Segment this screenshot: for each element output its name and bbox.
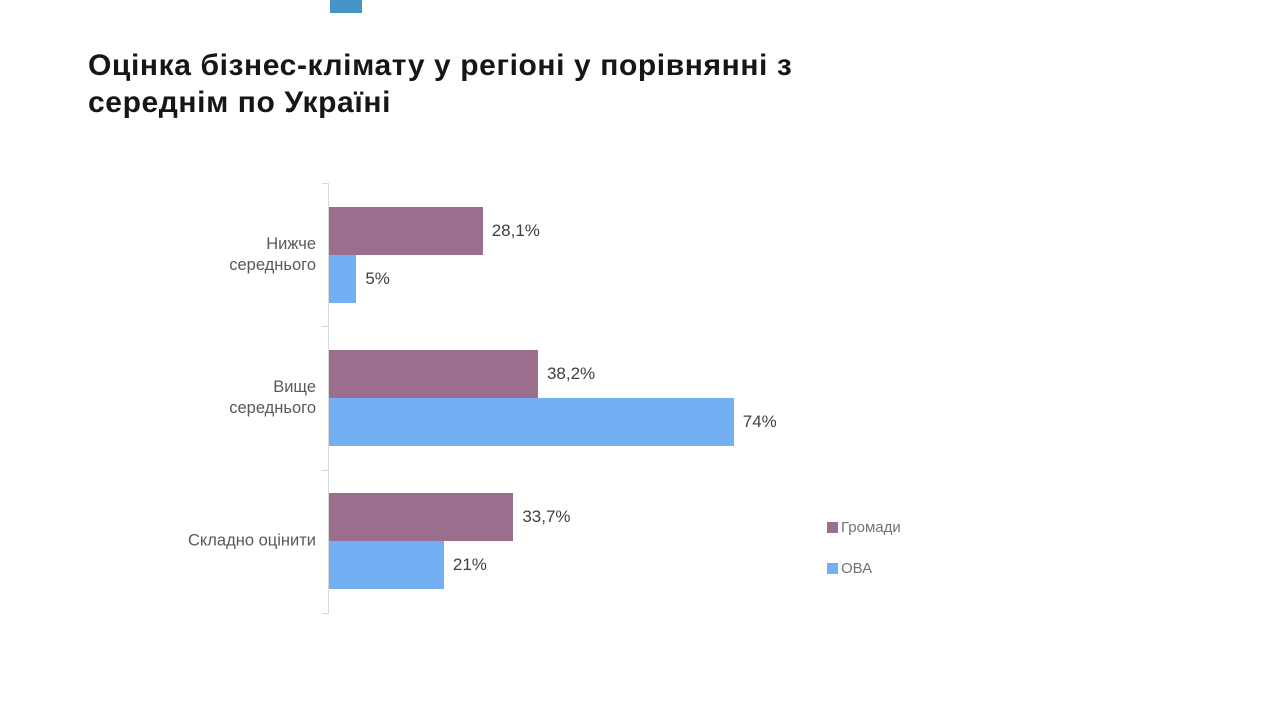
accent-rect	[330, 0, 362, 13]
value-label: 74%	[742, 411, 777, 431]
legend-item: Громади	[827, 518, 901, 536]
chart-title: Оцінка бізнес-клімату у регіоні у порівн…	[88, 48, 792, 122]
bar-row: 21%	[329, 541, 876, 590]
legend-swatch	[827, 521, 838, 533]
bar-row: 5%	[329, 254, 876, 303]
category-label: Нижче середнього	[229, 234, 316, 274]
axis-tick	[322, 613, 329, 614]
legend-item: ОВА	[827, 559, 901, 577]
value-label: 5%	[365, 268, 390, 288]
legend-label: ОВА	[841, 559, 873, 577]
plot-area: Нижче середнього 28,1% 5% Вище середнього 38,2…	[188, 183, 876, 614]
chart-group: Вище середнього 38,2% 74%	[229, 326, 876, 469]
data-bar	[329, 397, 734, 446]
value-label: 28,1%	[491, 220, 540, 240]
value-label: 21%	[452, 555, 487, 575]
bar-row: 28,1%	[329, 206, 876, 255]
value-label: 38,2%	[546, 363, 596, 383]
axis-tick	[322, 183, 329, 184]
axis-tick	[322, 326, 329, 327]
data-bar	[329, 349, 538, 398]
data-bar	[329, 493, 514, 542]
chart-group: Нижче середнього 28,1% 5%	[229, 183, 876, 326]
bar-row: 74%	[329, 397, 876, 446]
chart-title-line1: Оцінка бізнес-клімату у регіоні у порівн…	[88, 49, 793, 82]
value-label: 33,7%	[522, 507, 571, 527]
category-label: Вище середнього	[229, 377, 316, 417]
data-bar	[329, 254, 357, 303]
chart-legend: Громади ОВА	[827, 519, 901, 601]
bar-row: 33,7%	[329, 493, 876, 542]
bar-row: 38,2%	[329, 349, 876, 398]
legend-label: Громади	[841, 518, 901, 536]
chart-group: Складно оцінити 33,7% 21%	[188, 470, 876, 613]
data-bar	[329, 206, 483, 255]
category-label: Складно оцінити	[187, 531, 316, 550]
axis-tick	[322, 470, 329, 471]
data-bar	[329, 541, 444, 590]
legend-swatch	[827, 562, 838, 574]
chart-title-line2: середнім по Україні	[88, 85, 392, 119]
